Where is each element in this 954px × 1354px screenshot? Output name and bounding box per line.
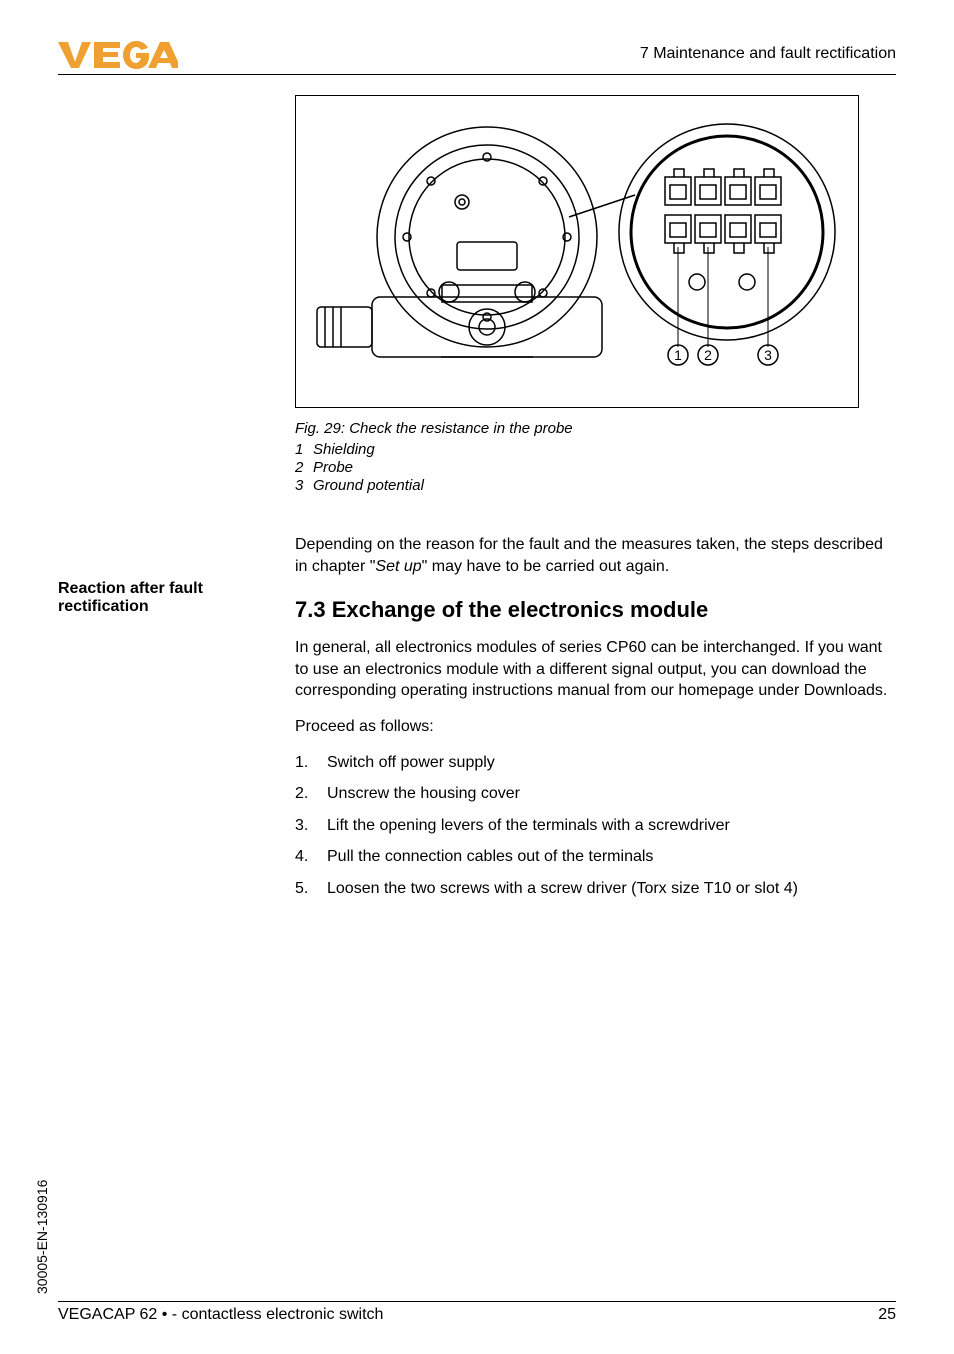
side-heading-reaction: Reaction after fault rectification xyxy=(58,580,258,616)
paragraph-intro: In general, all electronics modules of s… xyxy=(295,637,896,702)
list-item: 5. Loosen the two screws with a screw dri… xyxy=(295,878,896,900)
legend-label: Shielding xyxy=(313,441,375,458)
paragraph-proceed: Proceed as follows: xyxy=(295,716,896,738)
list-text: Lift the opening levers of the terminals… xyxy=(327,817,730,834)
legend-item: 1Shielding xyxy=(295,441,896,458)
footer-page-number: 25 xyxy=(878,1306,896,1324)
paragraph-text-italic: Set up xyxy=(375,558,421,575)
legend-item: 2Probe xyxy=(295,459,896,476)
legend-label: Ground potential xyxy=(313,477,424,494)
main-content: 1 2 3 Fig. 29: Check the resistance in t… xyxy=(295,95,896,900)
page-footer: VEGACAP 62 • - contactless electronic sw… xyxy=(58,1301,896,1324)
figure-legend: 1Shielding 2Probe 3Ground potential xyxy=(295,441,896,494)
list-number: 1. xyxy=(295,752,308,774)
steps-list: 1. Switch off power supply 2. Unscrew the … xyxy=(295,752,896,900)
legend-number: 3 xyxy=(295,477,313,494)
svg-text:3: 3 xyxy=(764,347,772,363)
list-item: 1. Switch off power supply xyxy=(295,752,896,774)
list-number: 3. xyxy=(295,815,308,837)
legend-item: 3Ground potential xyxy=(295,477,896,494)
list-text: Pull the connection cables out of the te… xyxy=(327,848,653,865)
list-text: Unscrew the housing cover xyxy=(327,785,520,802)
paragraph-reaction: Depending on the reason for the fault an… xyxy=(295,534,896,577)
figure-29: 1 2 3 xyxy=(295,95,859,408)
list-number: 2. xyxy=(295,783,308,805)
list-item: 3. Lift the opening levers of the termina… xyxy=(295,815,896,837)
vega-logo xyxy=(58,38,178,70)
chapter-label: 7 Maintenance and fault rectification xyxy=(640,45,896,63)
document-code: 30005-EN-130916 xyxy=(34,1180,50,1294)
list-text: Loosen the two screws with a screw drive… xyxy=(327,880,798,897)
list-item: 2. Unscrew the housing cover xyxy=(295,783,896,805)
footer-left: VEGACAP 62 • - contactless electronic sw… xyxy=(58,1306,383,1324)
section-7-3-title: 7.3 Exchange of the electronics module xyxy=(295,597,896,623)
svg-text:2: 2 xyxy=(704,347,712,363)
page-header: 7 Maintenance and fault rectification xyxy=(58,38,896,75)
list-number: 4. xyxy=(295,846,308,868)
list-number: 5. xyxy=(295,878,308,900)
legend-label: Probe xyxy=(313,459,353,476)
list-text: Switch off power supply xyxy=(327,754,495,771)
legend-number: 2 xyxy=(295,459,313,476)
paragraph-text-suffix: " may have to be carried out again. xyxy=(422,558,670,575)
figure-caption: Fig. 29: Check the resistance in the pro… xyxy=(295,420,896,437)
page-container: 7 Maintenance and fault rectification Re… xyxy=(0,0,954,1354)
list-item: 4. Pull the connection cables out of the … xyxy=(295,846,896,868)
svg-text:1: 1 xyxy=(674,347,682,363)
legend-number: 1 xyxy=(295,441,313,458)
